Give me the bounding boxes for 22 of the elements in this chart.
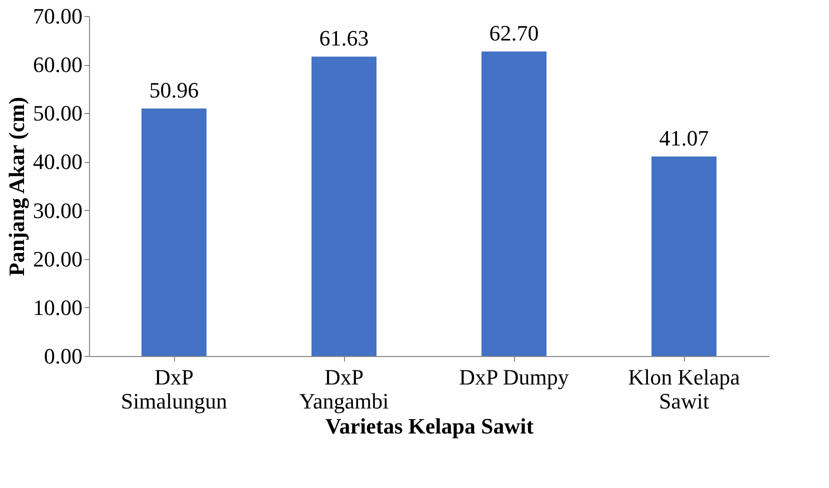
y-tick-label: 70.00	[33, 4, 82, 28]
y-tick-label: 20.00	[33, 246, 82, 272]
data-label: 50.96	[149, 77, 199, 102]
data-label: 41.07	[659, 126, 709, 151]
data-label: 61.63	[319, 26, 369, 51]
y-tick-label: 50.00	[33, 100, 82, 126]
x-axis-title: Varietas Kelapa Sawit	[325, 414, 534, 438]
x-tick-label: DxP Dumpy	[459, 364, 569, 390]
bar	[482, 51, 546, 356]
y-tick-label: 10.00	[33, 294, 82, 320]
y-tick-label: 40.00	[33, 149, 82, 174]
x-tick-label: Klon Kelapa Sawit	[628, 364, 740, 414]
x-tick-label: DxP Yangambi	[299, 364, 389, 414]
bar	[142, 108, 206, 356]
y-axis-title: Panjang Akar (cm)	[4, 96, 29, 276]
y-tick-label: 60.00	[33, 52, 82, 78]
x-tick-label: DxP Simalungun	[120, 364, 228, 414]
bar	[312, 56, 376, 356]
y-tick-label: 30.00	[33, 198, 82, 223]
data-label: 62.70	[489, 20, 539, 46]
bar	[652, 156, 716, 356]
y-tick-label: 0.00	[44, 344, 82, 368]
